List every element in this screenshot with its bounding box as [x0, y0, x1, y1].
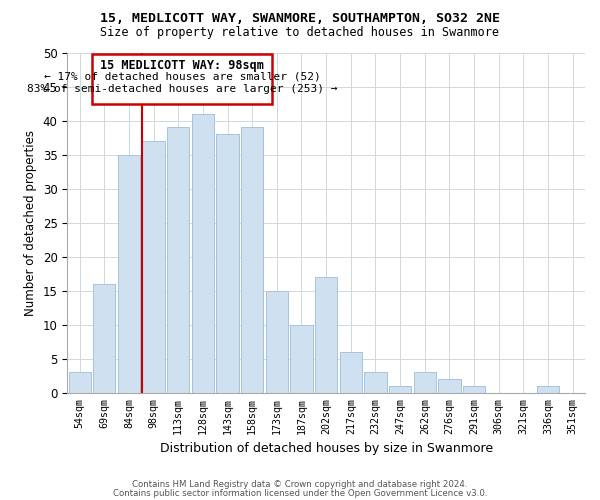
Bar [142, 141, 164, 393]
Bar [439, 379, 461, 393]
Bar [537, 386, 559, 393]
Text: Contains public sector information licensed under the Open Government Licence v3: Contains public sector information licen… [113, 488, 487, 498]
Bar [364, 372, 386, 393]
Bar [315, 277, 337, 393]
Y-axis label: Number of detached properties: Number of detached properties [24, 130, 37, 316]
Bar [241, 128, 263, 393]
Bar [93, 284, 115, 393]
Text: 83% of semi-detached houses are larger (253) →: 83% of semi-detached houses are larger (… [26, 84, 337, 94]
Text: ← 17% of detached houses are smaller (52): ← 17% of detached houses are smaller (52… [44, 72, 320, 82]
Bar [413, 372, 436, 393]
Bar [68, 372, 91, 393]
Bar [167, 128, 190, 393]
Text: 15, MEDLICOTT WAY, SWANMORE, SOUTHAMPTON, SO32 2NE: 15, MEDLICOTT WAY, SWANMORE, SOUTHAMPTON… [100, 12, 500, 26]
X-axis label: Distribution of detached houses by size in Swanmore: Distribution of detached houses by size … [160, 442, 493, 455]
Bar [118, 154, 140, 393]
Bar [463, 386, 485, 393]
Text: Contains HM Land Registry data © Crown copyright and database right 2024.: Contains HM Land Registry data © Crown c… [132, 480, 468, 489]
Bar [217, 134, 239, 393]
Bar [340, 352, 362, 393]
Bar [290, 324, 313, 393]
Bar [389, 386, 411, 393]
Text: Size of property relative to detached houses in Swanmore: Size of property relative to detached ho… [101, 26, 499, 39]
Bar [192, 114, 214, 393]
Text: 15 MEDLICOTT WAY: 98sqm: 15 MEDLICOTT WAY: 98sqm [100, 58, 264, 71]
Bar [266, 290, 288, 393]
FancyBboxPatch shape [92, 54, 272, 104]
